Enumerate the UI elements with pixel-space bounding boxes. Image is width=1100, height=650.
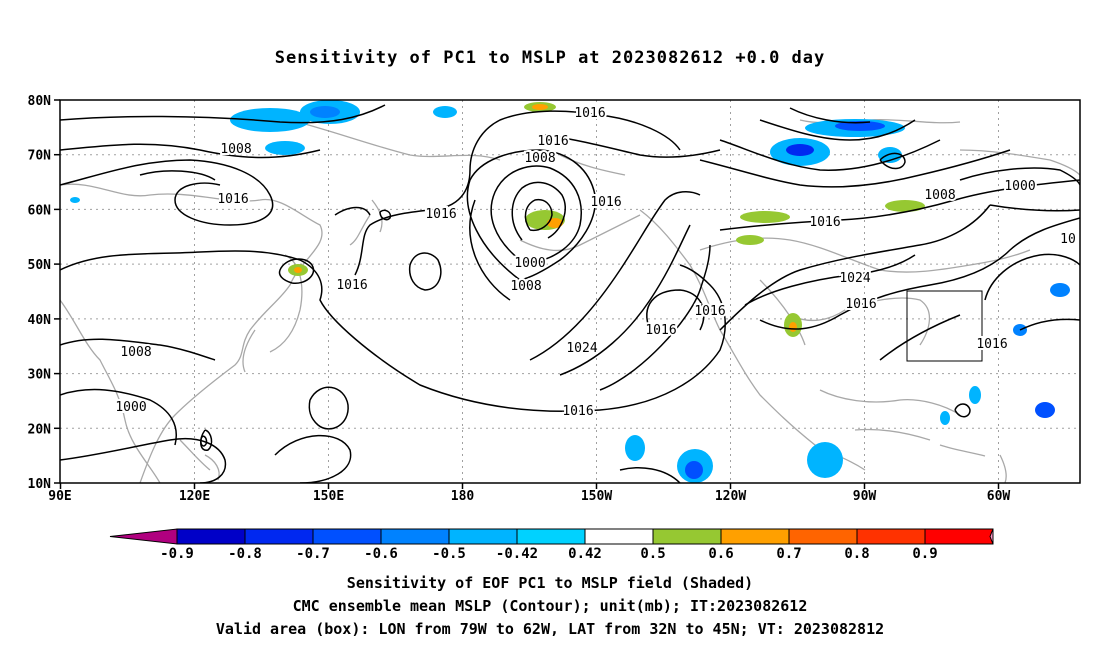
colorbar-swatch bbox=[176, 528, 246, 545]
lat-label: 60N bbox=[28, 203, 52, 218]
lat-label: 80N bbox=[28, 94, 52, 109]
colorbar-label: -0.7 bbox=[296, 546, 330, 562]
isobar-label: 1016 bbox=[574, 106, 605, 121]
colorbar-swatch bbox=[448, 528, 518, 545]
colorbar-swatch bbox=[924, 528, 994, 545]
pos-shade bbox=[740, 211, 790, 223]
colorbar-swatch bbox=[516, 528, 586, 545]
neg-shade bbox=[433, 106, 457, 118]
isobar-label: 1016 bbox=[809, 215, 840, 230]
colorbar-swatch bbox=[856, 528, 926, 545]
lat-label: 70N bbox=[28, 149, 52, 164]
isobar-label: 1016 bbox=[217, 192, 248, 207]
neg-shade bbox=[230, 108, 310, 132]
colorbar-label: 0.8 bbox=[844, 546, 869, 562]
pos-shade bbox=[789, 322, 797, 332]
isobar-label: 10 bbox=[1060, 232, 1076, 247]
isobar-label: 1008 bbox=[510, 279, 541, 294]
isobar-label: 1008 bbox=[120, 345, 151, 360]
caption-line-3: Valid area (box): LON from 79W to 62W, L… bbox=[215, 620, 885, 638]
lon-label: 90E bbox=[48, 489, 71, 504]
colorbar-label: -0.8 bbox=[228, 546, 262, 562]
colorbar-swatch bbox=[584, 528, 654, 545]
lat-label: 20N bbox=[28, 422, 52, 437]
pos-shade bbox=[294, 267, 302, 273]
colorbar-label: 0.6 bbox=[708, 546, 733, 562]
neg-shade bbox=[625, 435, 645, 461]
isobar-label: 1016 bbox=[694, 304, 725, 319]
isobar-label: 1024 bbox=[566, 341, 597, 356]
isobar-label: 1016 bbox=[845, 297, 876, 312]
mslp-contours bbox=[60, 104, 1080, 483]
pos-shade bbox=[885, 200, 925, 212]
neg-shade bbox=[940, 411, 950, 425]
lat-label: 50N bbox=[28, 258, 52, 273]
lon-label: 150E bbox=[313, 489, 344, 504]
colorbar-swatch bbox=[788, 528, 858, 545]
colorbar-swatch bbox=[312, 528, 382, 545]
colorbar-swatch bbox=[244, 528, 314, 545]
neg-shade bbox=[70, 197, 80, 203]
neg-shade bbox=[1050, 283, 1070, 297]
color-bar: -0.9 -0.8 -0.7 -0.6 -0.5 -0.42 0.42 0.5 0.6 0.7 0.… bbox=[109, 528, 994, 562]
lon-label: 120W bbox=[715, 489, 746, 504]
isobar-label: 1024 bbox=[839, 271, 870, 286]
isobar-label: 1008 bbox=[524, 151, 555, 166]
pos-shade bbox=[736, 235, 764, 245]
map-title: Sensitivity of PC1 to MSLP at 2023082612… bbox=[274, 48, 826, 68]
lon-label: 60W bbox=[987, 489, 1011, 504]
neg-shade bbox=[807, 442, 843, 478]
caption-line-1: Sensitivity of EOF PC1 to MSLP field (Sh… bbox=[346, 574, 754, 592]
lat-label: 10N bbox=[28, 477, 52, 492]
neg-shade bbox=[685, 461, 703, 479]
pos-shade bbox=[547, 218, 563, 228]
map-frame bbox=[59, 99, 1081, 484]
neg-shade bbox=[835, 121, 885, 131]
neg-shade bbox=[1035, 402, 1055, 418]
sensitivity-shading bbox=[70, 100, 1070, 483]
colorbar-swatch bbox=[720, 528, 790, 545]
colorbar-min-arrow bbox=[109, 528, 178, 545]
isobar-label: 1016 bbox=[425, 207, 456, 222]
colorbar-label: -0.5 bbox=[432, 546, 466, 562]
lon-label: 180 bbox=[451, 489, 475, 504]
colorbar-label: -0.42 bbox=[496, 546, 538, 562]
isobar-label: 1016 bbox=[645, 323, 676, 338]
neg-shade bbox=[310, 106, 340, 118]
neg-shade bbox=[786, 144, 814, 156]
neg-shade bbox=[265, 141, 305, 155]
isobar-label: 1016 bbox=[590, 195, 621, 210]
colorbar-label: 0.7 bbox=[776, 546, 801, 562]
colorbar-label: -0.6 bbox=[364, 546, 398, 562]
caption-line-2: CMC ensemble mean MSLP (Contour); unit(m… bbox=[292, 597, 808, 615]
isobar-label: 1016 bbox=[562, 404, 593, 419]
lon-label: 90W bbox=[853, 489, 877, 504]
colorbar-swatch bbox=[652, 528, 722, 545]
colorbar-max-arrow bbox=[989, 528, 994, 545]
isobar-label: 1016 bbox=[537, 134, 568, 149]
isobar-label: 1000 bbox=[514, 256, 545, 271]
neg-shade bbox=[969, 386, 981, 404]
colorbar-label: 0.5 bbox=[640, 546, 665, 562]
isobar-label: 1008 bbox=[220, 142, 251, 157]
axis-ticks bbox=[54, 99, 1000, 489]
valid-area-box bbox=[906, 290, 983, 362]
colorbar-label: 0.9 bbox=[912, 546, 937, 562]
isobar-label: 1008 bbox=[924, 188, 955, 203]
lon-label: 120E bbox=[179, 489, 210, 504]
lon-label: 150W bbox=[581, 489, 612, 504]
isobar-label: 1000 bbox=[1004, 179, 1035, 194]
colorbar-label: -0.9 bbox=[160, 546, 194, 562]
colorbar-swatch bbox=[380, 528, 450, 545]
isobar-label: 1016 bbox=[976, 337, 1007, 352]
isobar-label: 1000 bbox=[115, 400, 146, 415]
lat-label: 40N bbox=[28, 313, 52, 328]
isobar-label: 1016 bbox=[336, 278, 367, 293]
colorbar-label: 0.42 bbox=[568, 546, 602, 562]
pos-shade bbox=[532, 104, 548, 110]
lat-label: 30N bbox=[28, 368, 52, 383]
